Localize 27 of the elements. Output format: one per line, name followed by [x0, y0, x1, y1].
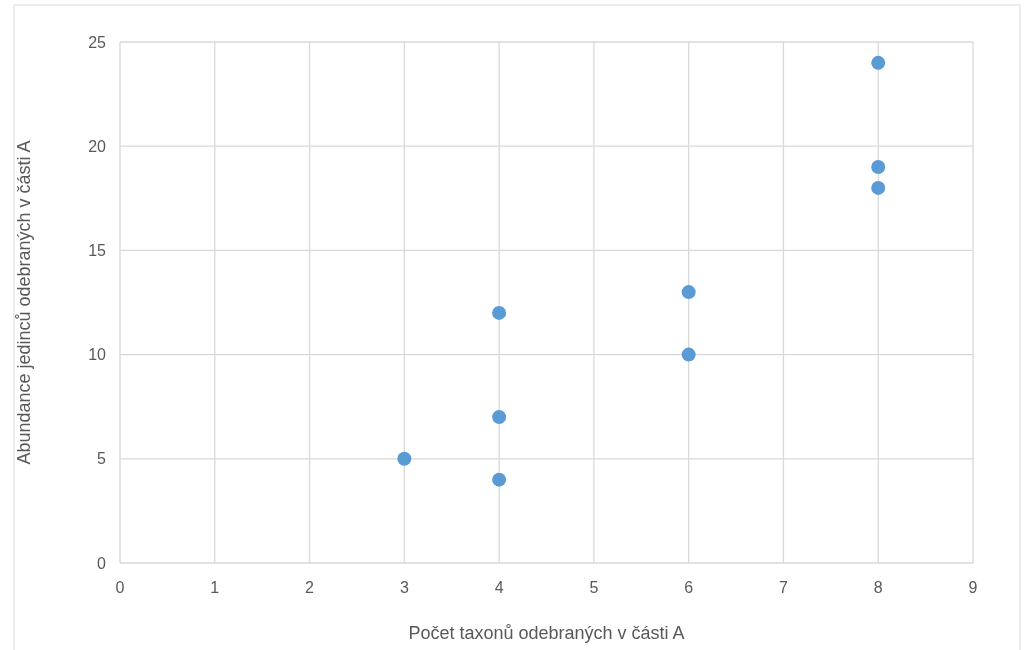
x-tick-label: 6 — [684, 579, 694, 596]
x-tick-label: 2 — [305, 579, 315, 596]
x-tick-label: 8 — [873, 579, 883, 596]
y-axis-title: Abundance jedinců odebraných v části A — [14, 140, 34, 465]
y-tick-label: 0 — [97, 554, 107, 572]
y-tick-label: 25 — [88, 33, 107, 51]
point — [492, 410, 507, 425]
point — [871, 180, 886, 195]
x-axis-title: Počet taxonů odebraných v části A — [408, 623, 685, 643]
point — [492, 305, 507, 320]
point — [871, 160, 886, 175]
y-tick-label: 10 — [88, 346, 107, 364]
x-tick-label: 1 — [210, 579, 220, 596]
x-tick-label: 4 — [494, 579, 504, 596]
point — [397, 451, 412, 466]
x-tick-label: 9 — [968, 579, 978, 596]
y-tick-label: 20 — [88, 137, 107, 155]
point — [492, 472, 507, 487]
y-tick-label: 5 — [97, 450, 107, 468]
point — [681, 285, 696, 300]
x-tick-label: 7 — [778, 579, 788, 596]
x-tick-label: 0 — [115, 579, 125, 596]
y-tick-label: 15 — [88, 241, 107, 259]
point — [871, 55, 886, 70]
x-tick-label: 5 — [589, 579, 599, 596]
x-tick-label: 3 — [399, 579, 409, 596]
point — [681, 347, 696, 362]
